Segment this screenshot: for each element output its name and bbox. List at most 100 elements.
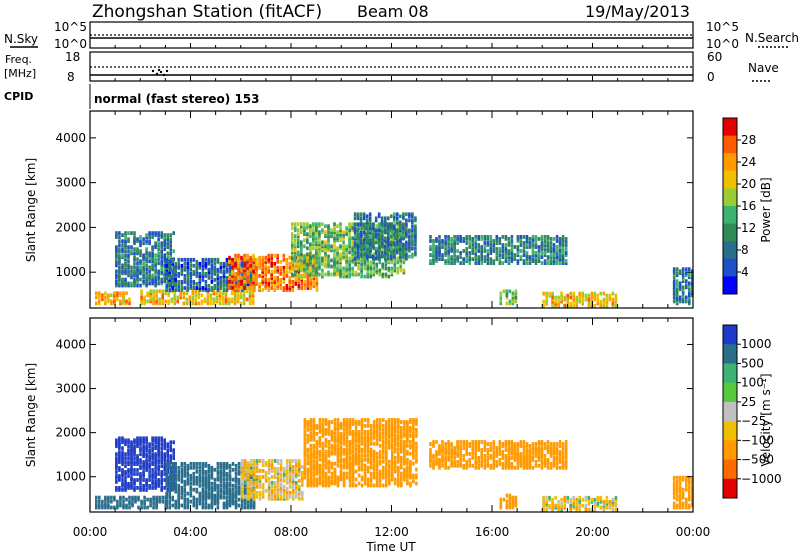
range-cell: [318, 443, 322, 448]
range-cell: [252, 261, 255, 266]
range-cell: [371, 226, 375, 231]
range-cell: [336, 447, 340, 452]
range-cell: [339, 422, 343, 426]
range-cell: [225, 280, 229, 284]
range-cell: [166, 281, 169, 286]
range-cell: [113, 505, 116, 510]
range-cell: [213, 284, 217, 288]
range-cell: [561, 243, 565, 247]
range-cell: [116, 293, 119, 298]
range-cell: [564, 247, 568, 251]
range-cell: [252, 253, 255, 258]
range-cell: [149, 293, 152, 298]
range-cell: [385, 455, 388, 460]
range-cell: [614, 297, 618, 302]
range-cell: [365, 224, 369, 229]
range-cell: [564, 237, 568, 241]
range-cell: [377, 250, 381, 255]
range-cell: [301, 482, 304, 487]
range-cell: [163, 478, 166, 482]
range-cell: [231, 491, 235, 496]
range-cell: [191, 301, 195, 306]
range-cell: [131, 501, 134, 506]
range-cell: [411, 228, 414, 233]
range-cell: [390, 234, 393, 239]
range-cell: [360, 453, 364, 458]
range-cell: [98, 291, 101, 296]
range-cell: [369, 453, 373, 458]
range-cell: [163, 269, 166, 274]
range-cell: [127, 283, 130, 288]
range-cell: [160, 438, 163, 443]
range-cell: [456, 255, 459, 259]
range-cell: [351, 461, 355, 466]
range-cell: [468, 251, 471, 255]
range-cell: [324, 443, 328, 448]
range-cell: [438, 253, 441, 257]
range-cell: [309, 280, 313, 284]
range-cell: [276, 280, 279, 284]
range-cell: [409, 451, 412, 456]
range-cell: [136, 279, 139, 284]
range-cell: [333, 469, 337, 474]
range-cell: [270, 272, 273, 276]
range-cell: [396, 238, 399, 243]
range-cell: [166, 241, 169, 246]
range-cell: [249, 278, 253, 282]
range-cell: [177, 483, 180, 488]
range-cell: [596, 301, 600, 306]
range-cell: [174, 261, 177, 266]
range-cell: [136, 275, 139, 280]
range-cell: [243, 257, 246, 262]
range-cell: [282, 253, 286, 258]
range-cell: [206, 295, 210, 300]
range-cell: [185, 291, 189, 296]
range-cell: [163, 452, 166, 457]
range-cell: [136, 444, 139, 449]
range-cell: [182, 295, 186, 300]
range-cell: [543, 261, 547, 265]
range-cell: [303, 449, 307, 454]
range-cell: [168, 499, 171, 504]
range-cell: [185, 297, 189, 302]
range-cell: [295, 469, 298, 473]
range-cell: [210, 485, 214, 490]
range-cell: [309, 437, 313, 442]
range-cell: [148, 273, 151, 278]
range-cell: [569, 295, 572, 300]
range-cell: [339, 469, 343, 474]
range-cell: [438, 245, 441, 249]
range-cell: [246, 253, 249, 258]
range-cell: [378, 270, 381, 275]
range-cell: [261, 261, 264, 266]
range-cell: [288, 286, 292, 290]
range-cell: [264, 475, 268, 479]
range-cell: [291, 240, 294, 245]
range-cell: [163, 456, 166, 460]
range-cell: [330, 430, 334, 434]
range-cell: [104, 495, 107, 500]
range-cell: [204, 485, 208, 490]
range-cell: [215, 299, 219, 304]
range-cell: [285, 288, 289, 292]
range-cell: [137, 497, 140, 502]
range-cell: [525, 235, 529, 239]
range-cell: [219, 462, 223, 466]
range-cell: [357, 437, 361, 442]
range-cell: [189, 267, 193, 272]
range-cell: [498, 257, 502, 261]
range-cell: [200, 293, 204, 298]
range-cell: [115, 251, 118, 256]
range-cell: [397, 424, 400, 428]
range-cell: [151, 281, 154, 286]
range-cell: [157, 450, 160, 455]
range-cell: [234, 499, 238, 504]
range-cell: [201, 261, 205, 266]
range-cell: [414, 230, 417, 235]
range-cell: [270, 263, 273, 268]
range-cell: [351, 469, 355, 474]
range-cell: [561, 259, 565, 263]
range-cell: [174, 505, 177, 510]
range-cell: [315, 286, 319, 290]
